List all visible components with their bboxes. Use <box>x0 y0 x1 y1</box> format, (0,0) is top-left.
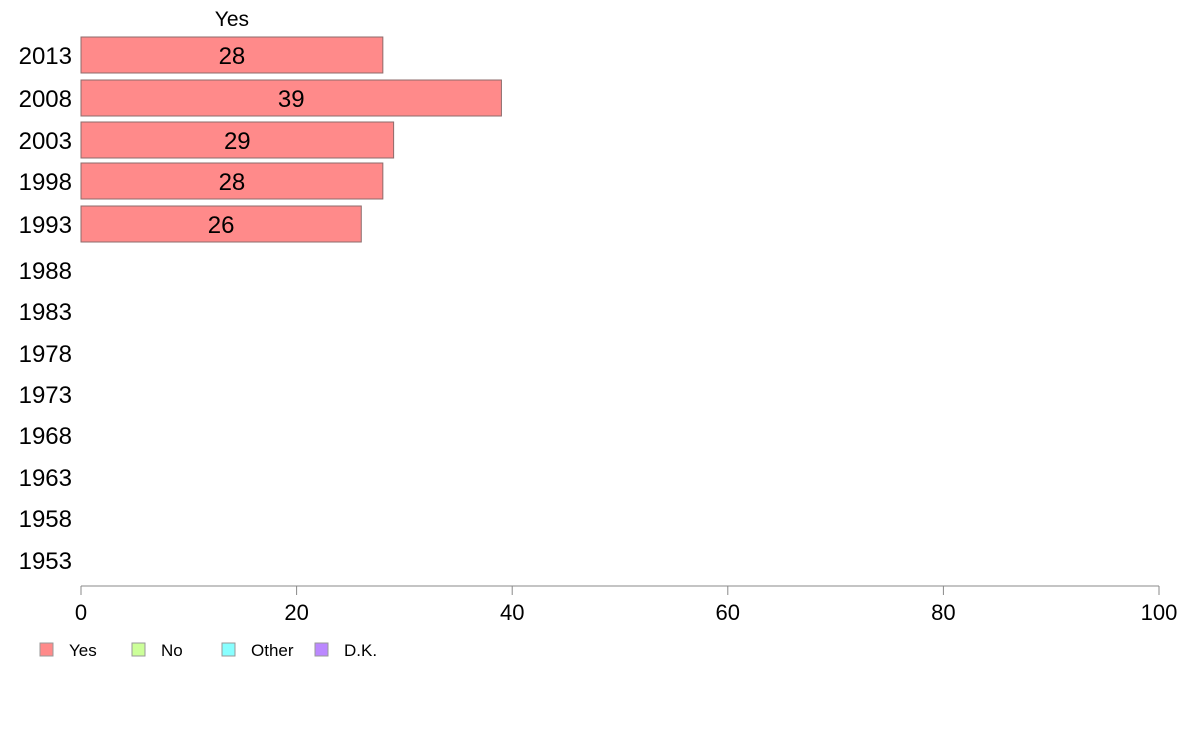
x-tick-label: 60 <box>716 600 740 625</box>
data-label: 29 <box>224 128 251 155</box>
data-label: 26 <box>208 212 235 239</box>
bar-yes-2013 <box>80 36 384 74</box>
y-tick-label: 2013 <box>19 43 72 70</box>
bar-yes-2003 <box>80 121 395 159</box>
legend-label: No <box>161 641 183 660</box>
y-tick-label: 2003 <box>19 128 72 155</box>
column-header: Yes <box>215 8 249 31</box>
y-axis-labels: 2013 2008 2003 1998 1993 1988 1983 1978 1973 1968… <box>19 43 72 575</box>
x-tick-label: 100 <box>1141 600 1178 625</box>
legend-swatch <box>221 642 236 657</box>
x-axis: 0 20 40 60 80 100 <box>75 585 1178 625</box>
bar-yes-1993 <box>80 205 362 243</box>
legend-label: D.K. <box>344 641 377 660</box>
y-tick-label: 1953 <box>19 548 72 575</box>
y-tick-label: 1978 <box>19 341 72 368</box>
data-label: 28 <box>219 169 246 196</box>
y-tick-label: 1958 <box>19 506 72 533</box>
x-tick-label: 0 <box>75 600 87 625</box>
legend-label: Other <box>251 641 294 660</box>
x-tick-label: 20 <box>284 600 308 625</box>
y-tick-label: 1993 <box>19 212 72 239</box>
x-tick-label: 80 <box>931 600 955 625</box>
legend: Yes No Other D.K. <box>39 641 377 660</box>
data-label: 39 <box>278 86 305 113</box>
legend-swatch <box>131 642 146 657</box>
y-tick-label: 2008 <box>19 86 72 113</box>
y-tick-label: 1968 <box>19 423 72 450</box>
x-tick-label: 40 <box>500 600 524 625</box>
bar-yes-1998 <box>80 162 384 200</box>
y-tick-label: 1963 <box>19 465 72 492</box>
legend-swatch <box>39 642 54 657</box>
legend-swatch <box>314 642 329 657</box>
y-tick-label: 1998 <box>19 169 72 196</box>
y-tick-label: 1988 <box>19 258 72 285</box>
data-label: 28 <box>219 43 246 70</box>
y-tick-label: 1973 <box>19 382 72 409</box>
legend-label: Yes <box>69 641 97 660</box>
y-tick-label: 1983 <box>19 299 72 326</box>
bar-yes-2008 <box>80 79 502 117</box>
bars-layer: 28 39 29 28 26 <box>80 36 502 243</box>
